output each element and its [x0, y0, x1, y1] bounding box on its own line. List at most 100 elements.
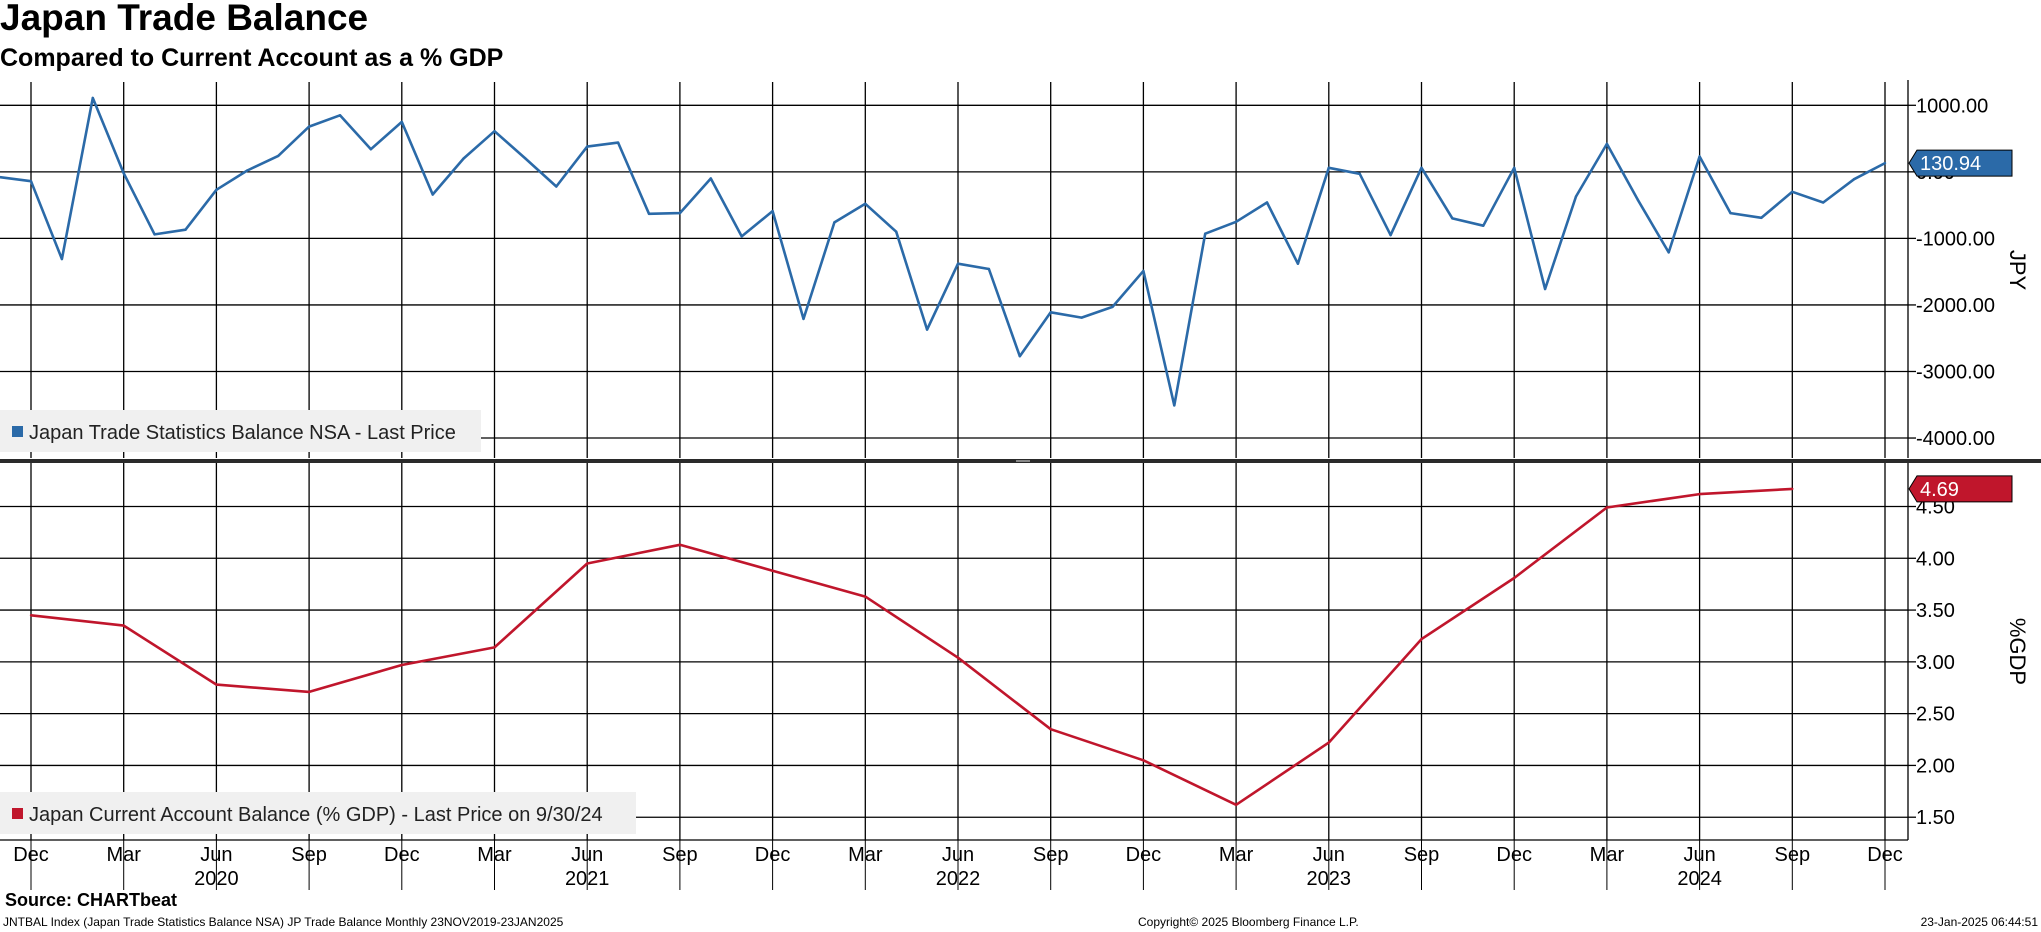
- data-point: [1234, 220, 1238, 223]
- data-point: [1080, 316, 1083, 319]
- data-point: [1822, 201, 1825, 204]
- data-point: [1543, 287, 1547, 291]
- data-point: [709, 177, 712, 180]
- x-tick-label: Mar: [106, 844, 141, 866]
- x-tick-label: Sep: [1404, 844, 1440, 866]
- data-point: [122, 624, 125, 627]
- x-tick-label: Jun: [1313, 844, 1345, 866]
- y-tick-label: -4000.00: [1916, 428, 1995, 450]
- data-point: [1574, 195, 1578, 198]
- x-year-label: 2021: [565, 868, 610, 890]
- x-tick-label: Mar: [477, 844, 512, 866]
- data-point: [1049, 311, 1052, 314]
- data-point: [1173, 404, 1176, 407]
- data-point: [1204, 232, 1207, 235]
- x-tick-label: Sep: [1775, 844, 1811, 866]
- y-tick-label: 4.00: [1916, 548, 1955, 570]
- data-point: [1605, 142, 1609, 146]
- y-tick-label: 2.50: [1916, 704, 1955, 726]
- x-tick-label: Dec: [1496, 844, 1532, 866]
- data-point: [29, 614, 33, 617]
- data-point: [864, 595, 867, 598]
- grid-layer: [0, 82, 1908, 840]
- legend-label: Japan Trade Statistics Balance NSA - Las…: [29, 422, 456, 444]
- x-tick-label: Jun: [942, 844, 974, 866]
- data-point: [895, 230, 898, 233]
- data-point: [586, 562, 589, 565]
- data-point: [678, 543, 682, 546]
- data-point: [1636, 198, 1640, 201]
- axis-layer: 1000.000.00-1000.00-2000.00-3000.00-4000…: [0, 80, 2041, 890]
- data-point: [1760, 216, 1763, 219]
- data-point: [1513, 166, 1516, 169]
- y-tick-label: -3000.00: [1916, 361, 1995, 383]
- data-point: [1420, 166, 1423, 169]
- chart-subtitle: Compared to Current Account as a % GDP: [0, 44, 504, 72]
- legend-box: [0, 410, 481, 452]
- x-tick-label: Sep: [662, 844, 698, 866]
- data-point: [771, 209, 774, 213]
- data-point: [1358, 172, 1361, 175]
- data-point: [1791, 487, 1794, 491]
- x-tick-label: Jun: [571, 844, 603, 866]
- data-point: [1018, 355, 1021, 358]
- x-year-label: 2020: [194, 868, 239, 890]
- y-tick-label: -1000.00: [1916, 228, 1995, 250]
- data-point: [60, 257, 64, 261]
- data-point: [1605, 506, 1609, 509]
- data-point: [246, 169, 249, 172]
- x-tick-label: Dec: [1126, 844, 1162, 866]
- data-point: [1791, 190, 1794, 193]
- data-point: [215, 188, 218, 191]
- data-point: [647, 212, 651, 215]
- x-tick-label: Mar: [848, 844, 883, 866]
- data-point: [1513, 576, 1516, 580]
- x-tick-label: Jun: [1683, 844, 1715, 866]
- x-tick-label: Dec: [1867, 844, 1903, 866]
- data-point: [184, 228, 187, 231]
- y-axis-label: JPY: [2005, 250, 2030, 291]
- data-point: [400, 120, 403, 124]
- data-point: [307, 125, 311, 128]
- data-point: [1049, 728, 1052, 731]
- y-tick-label: 1000.00: [1916, 95, 1988, 117]
- legend-swatch: [12, 426, 23, 437]
- last-value-label: 130.94: [1920, 153, 1981, 175]
- x-tick-label: Sep: [291, 844, 327, 866]
- data-point: [1142, 269, 1145, 273]
- data-point: [833, 221, 836, 224]
- x-year-label: 2024: [1677, 868, 1722, 890]
- data-point: [1142, 759, 1145, 762]
- data-point: [1883, 161, 1887, 165]
- data-point: [1667, 251, 1670, 254]
- data-point: [1389, 233, 1392, 237]
- data-point: [307, 690, 311, 694]
- data-point: [462, 157, 465, 160]
- data-point: [925, 328, 929, 331]
- data-point: [1327, 166, 1331, 169]
- data-point: [400, 663, 403, 667]
- data-point: [1852, 178, 1856, 181]
- x-tick-label: Sep: [1033, 844, 1069, 866]
- data-point: [153, 233, 156, 236]
- data-point: [431, 193, 434, 196]
- last-value-tag: [1908, 149, 2013, 177]
- x-tick-label: Mar: [1219, 844, 1254, 866]
- y-axis-label: %GDP: [2005, 618, 2030, 685]
- data-point: [1265, 201, 1269, 204]
- data-point: [1698, 155, 1701, 158]
- data-point: [740, 235, 743, 238]
- y-tick-label: 3.50: [1916, 600, 1955, 622]
- y-tick-label: 2.00: [1916, 755, 1955, 777]
- x-tick-label: Mar: [1590, 844, 1625, 866]
- data-point: [1482, 224, 1485, 227]
- chart-title: Japan Trade Balance: [0, 0, 369, 38]
- data-point: [1234, 803, 1238, 806]
- x-year-label: 2023: [1307, 868, 1352, 890]
- data-point: [616, 141, 620, 144]
- source-note: Source: CHARTbeat: [5, 890, 178, 910]
- footer-ticker-description: JNTBAL Index (Japan Trade Statistics Bal…: [3, 915, 564, 929]
- data-point: [586, 145, 589, 148]
- data-point: [1111, 305, 1114, 309]
- series-line: [0, 96, 1886, 407]
